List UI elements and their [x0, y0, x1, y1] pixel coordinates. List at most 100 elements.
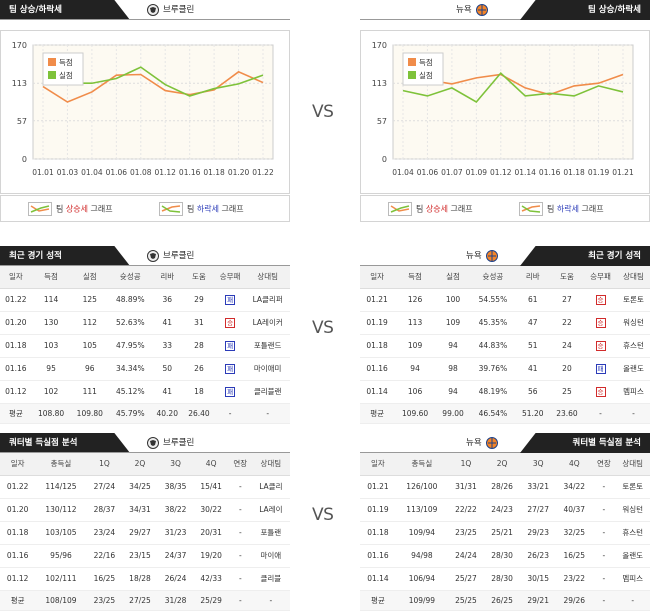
table-cell: 18: [183, 380, 215, 404]
table-cell: 103: [31, 334, 71, 358]
table-header-row: 일자 총득실 1Q 2Q 3Q 4Q 연장 상대팀: [0, 453, 290, 476]
y-tick-label: 170: [12, 41, 27, 50]
x-tick-label: 01.07: [441, 168, 463, 177]
table-cell: 22/16: [86, 544, 123, 568]
table-cell: 멤피스: [616, 380, 650, 404]
left-recent-table: 일자 득점 실점 슛성공 리바 도움 승무패 상대팀 01.22 114 125 48.89% 36 29…: [0, 266, 290, 424]
table-cell: 109.80: [70, 403, 110, 424]
table-row: 01.19 113 109 45.35% 47 22 승 워싱턴: [360, 311, 650, 335]
trend-up-icon: [28, 202, 52, 216]
table-cell: 34.34%: [109, 357, 152, 381]
chart-section-tag: 팀 상승/하락세: [0, 0, 130, 20]
table-cell: 평균: [0, 403, 32, 424]
right-quarter-header: 뉴욕 쿼터별 득실점 분석: [360, 433, 650, 453]
table-cell: 29/21: [520, 590, 557, 611]
win-badge: 승: [595, 386, 606, 397]
table-cell: 23/24: [86, 521, 123, 545]
table-cell: 28: [183, 334, 215, 358]
loss-badge: 패: [225, 294, 236, 305]
table-cell: 28/26: [484, 475, 521, 499]
table-row: 01.21 126/100 31/31 28/26 33/21 34/22- 토론토: [360, 475, 650, 499]
table-cell: 01.14: [360, 380, 395, 404]
table-row: 01.16 95/96 22/16 23/15 24/37 19/20- 마이애: [0, 544, 290, 568]
y-tick-label: 0: [382, 155, 387, 164]
table-cell: -: [251, 590, 290, 611]
table-cell: 01.21: [360, 288, 395, 312]
table-cell: 28/30: [484, 544, 521, 568]
table-cell: 승: [584, 334, 617, 358]
column-header: 1Q: [447, 453, 485, 476]
table-cell: 54.55%: [470, 288, 516, 312]
table-cell: 27/27: [520, 498, 557, 522]
right-chart-header: 뉴욕 팀 상승/하락세: [360, 0, 650, 20]
left-trend-legend: 팀 상승세 그래프 팀 하락세 그래프: [0, 195, 290, 222]
table-cell: 45.35%: [470, 311, 516, 335]
trend-down-legend: 팀 하락세 그래프: [519, 202, 604, 216]
recent-section-tag-right: 최근 경기 성적: [520, 246, 650, 266]
table-cell: 47: [515, 311, 550, 335]
table-cell: 130: [31, 311, 71, 335]
legend-swatch: [408, 58, 416, 66]
table-cell: 31: [183, 311, 215, 335]
x-tick-label: 01.21: [612, 168, 634, 177]
table-cell: 52.63%: [109, 311, 152, 335]
column-header: 2Q: [484, 453, 521, 476]
table-row: 01.14 106/94 25/27 28/30 30/15 23/22- 멤피스: [360, 567, 650, 591]
column-header: 득점: [394, 266, 436, 289]
table-cell: LA클리퍼: [245, 288, 290, 312]
table-cell: 휴스턴: [616, 334, 650, 358]
table-cell: 평균: [360, 403, 395, 424]
y-tick-label: 113: [12, 79, 27, 88]
table-cell: 16/25: [556, 544, 593, 568]
vs-label-chart: VS: [312, 102, 334, 122]
right-chart-panel: 0 57 113 170 01.04 01.06 01.07 01.09 01.12 01.14 0…: [360, 30, 650, 194]
x-tick-label: 01.03: [57, 168, 79, 177]
table-cell: 19/20: [193, 544, 229, 568]
table-cell: LA레이: [251, 498, 290, 522]
table-row: 01.16 94 98 39.76% 41 20 패 올랜도: [360, 357, 650, 381]
table-cell: 45.79%: [109, 403, 152, 424]
table-cell: 24/23: [484, 498, 521, 522]
table-cell: 125: [70, 288, 110, 312]
table-cell: 01.21: [360, 475, 396, 499]
column-header: 3Q: [157, 453, 194, 476]
table-cell: 109/94: [395, 521, 448, 545]
average-row: 평균 109/99 25/25 26/25 29/21 29/26- -: [360, 590, 650, 611]
table-cell: 20: [549, 357, 585, 381]
table-cell: 16/25: [86, 567, 123, 591]
x-tick-label: 01.12: [154, 168, 176, 177]
table-row: 01.20 130/112 28/37 34/31 38/22 30/22- LA레이: [0, 498, 290, 522]
x-tick-label: 01.20: [228, 168, 250, 177]
table-cell: 105: [70, 334, 110, 358]
left-chart-header: 팀 상승/하락세 브루클린: [0, 0, 290, 20]
table-cell: 103/105: [35, 521, 87, 545]
table-cell: 승: [584, 288, 617, 312]
table-cell: 34/25: [122, 475, 158, 499]
table-cell: -: [228, 498, 252, 522]
table-cell: -: [245, 403, 290, 424]
table-cell: 31/23: [157, 521, 194, 545]
table-row: 01.18 109 94 44.83% 51 24 승 휴스턴: [360, 334, 650, 358]
table-cell: 94: [394, 357, 436, 381]
win-badge: 승: [595, 340, 606, 351]
right-recent-header: 뉴욕 최근 경기 성적: [360, 246, 650, 266]
column-header: 상대팀: [615, 453, 650, 476]
table-cell: 패: [214, 334, 246, 358]
x-tick-label: 01.16: [539, 168, 561, 177]
trend-down-icon: [519, 202, 543, 216]
column-header: 상대팀: [245, 266, 290, 289]
x-tick-label: 01.06: [417, 168, 439, 177]
left-chart-panel: 0 57 113 170 01.01 01.03 01.04 01.06 01.08 01.12 0…: [0, 30, 290, 194]
x-tick-label: 01.04: [392, 168, 414, 177]
y-tick-label: 170: [372, 41, 387, 50]
table-cell: 100: [435, 288, 471, 312]
table-cell: 42/33: [193, 567, 229, 591]
table-cell: 평균: [360, 590, 396, 611]
table-cell: 106: [394, 380, 436, 404]
table-cell: -: [592, 498, 616, 522]
table-cell: 평균: [0, 590, 36, 611]
column-header: 득점: [31, 266, 71, 289]
table-cell: 29: [183, 288, 215, 312]
table-cell: 25/21: [484, 521, 521, 545]
